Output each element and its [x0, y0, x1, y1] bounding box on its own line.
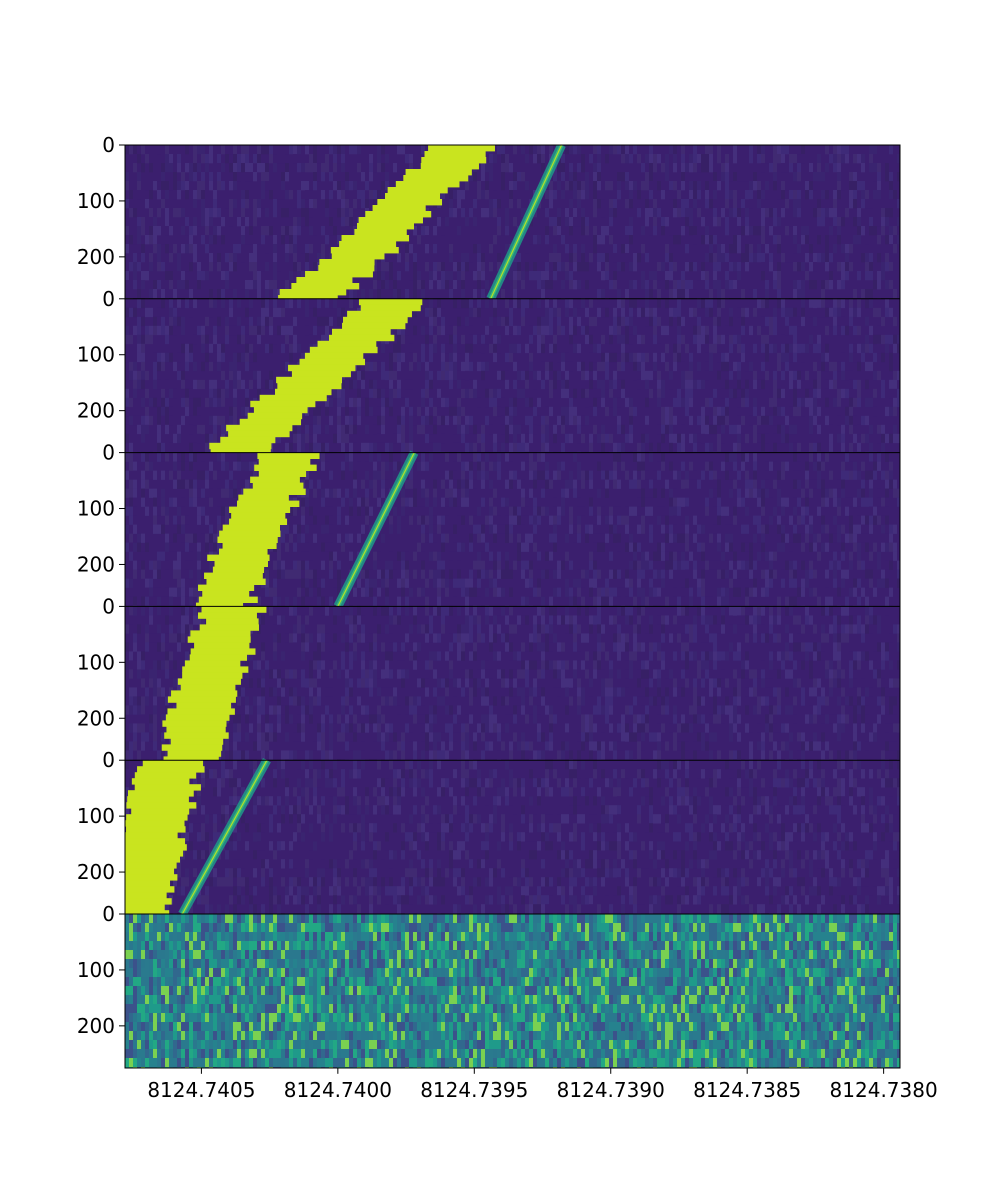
y-tick-label: 0 [102, 594, 115, 618]
x-tick-label: 8124.7385 [693, 1078, 801, 1102]
y-axis: 0 100 200 0 100 200 0 100 200 0 100 200 0 100 200 0 100 2… [77, 133, 125, 1038]
emission-band [125, 760, 205, 917]
x-tick-label: 8124.7390 [557, 1078, 665, 1102]
panel-2 [125, 298, 900, 456]
y-tick-label: 0 [102, 287, 115, 311]
y-tick-label: 100 [77, 497, 115, 521]
y-tick-label: 100 [77, 650, 115, 674]
y-tick-label: 0 [102, 133, 115, 157]
x-tick-label: 8124.7380 [830, 1078, 938, 1102]
panel-5 [125, 758, 900, 917]
y-tick-label: 100 [77, 804, 115, 828]
panel-separators [125, 298, 900, 915]
heatmap-panels [125, 145, 900, 1068]
x-tick-label: 8124.7405 [147, 1078, 255, 1102]
emission-band [278, 145, 495, 302]
absorption-line-core [490, 145, 563, 300]
y-tick-label: 100 [77, 958, 115, 982]
x-tick-label: 8124.7400 [284, 1078, 392, 1102]
panel-1 [125, 145, 900, 302]
y-tick-label: 100 [77, 189, 115, 213]
panel-noise [125, 914, 900, 1068]
y-tick-label: 200 [77, 1014, 115, 1038]
y-tick-label: 200 [77, 399, 115, 423]
y-tick-label: 0 [102, 748, 115, 772]
y-tick-label: 100 [77, 343, 115, 367]
y-tick-label: 200 [77, 706, 115, 730]
y-tick-label: 200 [77, 245, 115, 269]
y-tick-label: 200 [77, 860, 115, 884]
x-tick-label: 8124.7395 [420, 1078, 528, 1102]
emission-band [209, 298, 423, 456]
panel-3 [125, 450, 900, 609]
emission-band [195, 452, 320, 609]
panel-noise [125, 452, 900, 607]
y-tick-label: 0 [102, 441, 115, 465]
absorption-line-core [181, 759, 268, 915]
panel-6 [125, 914, 900, 1068]
panel-4 [125, 606, 900, 763]
absorption-line-core [337, 452, 415, 607]
y-tick-label: 0 [102, 902, 115, 926]
panel-noise [125, 606, 900, 761]
x-axis: 8124.7405 8124.7400 8124.7395 8124.7390 8124… [147, 1067, 938, 1102]
emission-band [161, 606, 267, 763]
y-tick-label: 200 [77, 552, 115, 576]
panel-noise [125, 298, 900, 453]
